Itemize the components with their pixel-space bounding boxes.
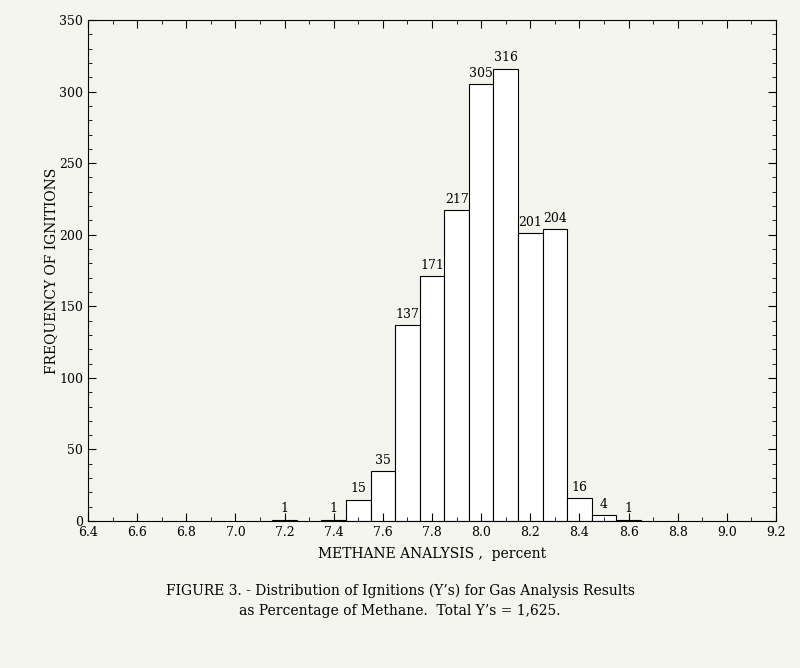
Text: 1: 1 <box>625 502 633 515</box>
Bar <box>567 498 592 521</box>
Text: 204: 204 <box>543 212 566 224</box>
X-axis label: METHANE ANALYSIS ,  percent: METHANE ANALYSIS , percent <box>318 547 546 561</box>
Text: 35: 35 <box>375 454 390 467</box>
Y-axis label: FREQUENCY OF IGNITIONS: FREQUENCY OF IGNITIONS <box>44 168 58 373</box>
Bar <box>420 277 444 521</box>
Bar <box>592 515 616 521</box>
Bar <box>616 520 641 521</box>
Text: 1: 1 <box>281 502 289 515</box>
Text: 305: 305 <box>470 67 493 80</box>
Text: 4: 4 <box>600 498 608 511</box>
Text: 201: 201 <box>518 216 542 229</box>
Bar <box>518 233 542 521</box>
Bar <box>370 471 395 521</box>
Text: 137: 137 <box>395 308 419 321</box>
Bar <box>346 500 370 521</box>
Bar <box>395 325 420 521</box>
Bar <box>272 520 297 521</box>
Bar <box>494 69 518 521</box>
Bar <box>469 84 494 521</box>
Text: 316: 316 <box>494 51 518 64</box>
Text: 15: 15 <box>350 482 366 495</box>
Text: 217: 217 <box>445 193 469 206</box>
Text: 1: 1 <box>330 502 338 515</box>
Text: as Percentage of Methane.  Total Y’s = 1,625.: as Percentage of Methane. Total Y’s = 1,… <box>239 604 561 618</box>
Bar <box>322 520 346 521</box>
Text: 16: 16 <box>571 481 587 494</box>
Text: FIGURE 3. - Distribution of Ignitions (Y’s) for Gas Analysis Results: FIGURE 3. - Distribution of Ignitions (Y… <box>166 583 634 598</box>
Bar <box>444 210 469 521</box>
Text: 171: 171 <box>420 259 444 272</box>
Bar <box>542 229 567 521</box>
